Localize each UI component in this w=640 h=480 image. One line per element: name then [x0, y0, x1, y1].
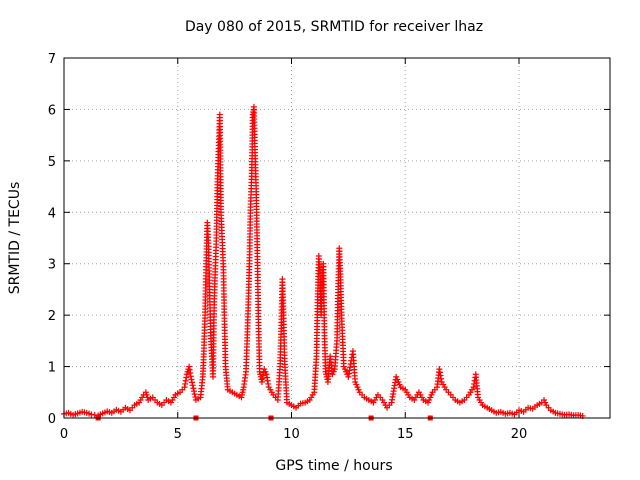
y-tick-label: 7 — [48, 52, 56, 67]
y-axis-label: SRMTID / TECUs — [7, 182, 23, 295]
x-tick-label: 0 — [60, 427, 68, 442]
data-points — [61, 103, 586, 421]
data-point-marker — [190, 385, 197, 392]
data-point-marker — [189, 382, 196, 389]
x-tick-label: 10 — [283, 427, 300, 442]
x-tick-label: 20 — [511, 427, 528, 442]
data-point-marker — [188, 376, 195, 383]
data-point-marker — [191, 391, 198, 398]
y-tick-label: 6 — [48, 103, 56, 118]
y-tick-label: 2 — [48, 309, 56, 324]
y-tick-label: 3 — [48, 258, 56, 273]
data-point-marker — [189, 379, 196, 386]
x-axis-label: GPS time / hours — [275, 458, 392, 474]
y-tick-label: 1 — [48, 361, 56, 376]
plot-frame — [63, 57, 611, 419]
data-point-marker — [191, 388, 197, 395]
grid-lines — [64, 58, 610, 418]
axis-ticks: 0 5 10 15 20 0 1 2 3 4 5 6 7 — [48, 52, 610, 442]
y-tick-label: 4 — [48, 206, 56, 221]
x-tick-label: 5 — [174, 427, 182, 442]
chart-title: Day 080 of 2015, SRMTID for receiver lha… — [185, 19, 483, 35]
y-tick-label: 5 — [48, 155, 56, 170]
x-tick-label: 15 — [397, 427, 414, 442]
y-tick-label: 0 — [48, 412, 56, 427]
